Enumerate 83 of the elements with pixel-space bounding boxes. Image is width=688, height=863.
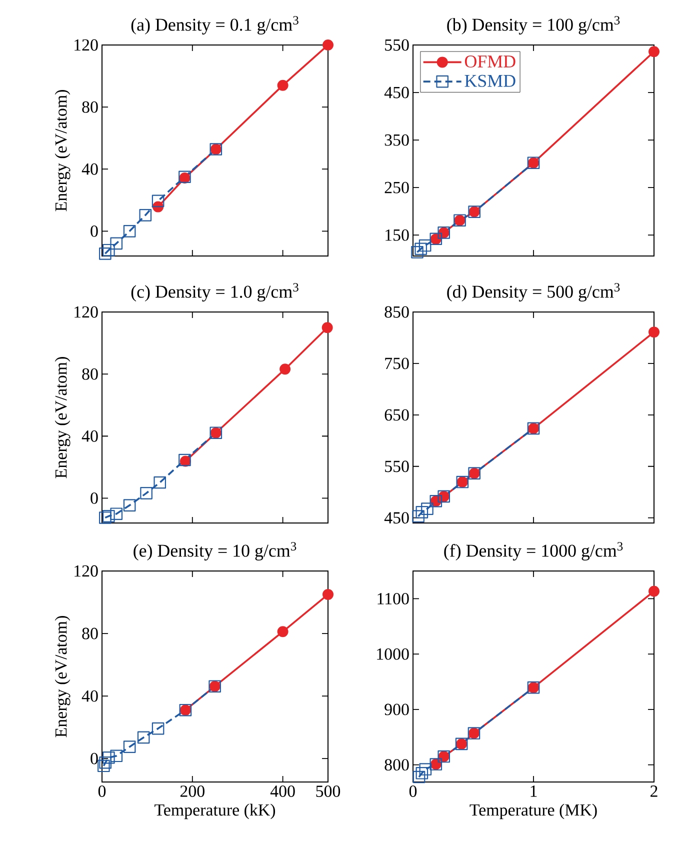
- y-tick-label: 40: [82, 690, 98, 702]
- y-tick-label: 550: [385, 39, 409, 51]
- point: [152, 722, 164, 735]
- y-tick-label: 250: [384, 182, 409, 194]
- y-axis-title: Energy (eV/atom): [54, 90, 70, 212]
- y-tick-label: 80: [82, 101, 98, 113]
- chart-title: (a) Density = 0.1 g/cm$^{3}$: [131, 16, 298, 34]
- point: [123, 499, 136, 512]
- y-tick-label: 0: [90, 492, 98, 504]
- point: [419, 763, 432, 776]
- y-tick-label: 0: [90, 225, 98, 237]
- point: [421, 502, 434, 515]
- point: [322, 588, 334, 600]
- y-tick-label: 150: [386, 229, 409, 241]
- point: [322, 39, 334, 50]
- point: [416, 766, 428, 780]
- point: [154, 476, 166, 489]
- y-axis-title: Energy (eV/atom): [54, 357, 70, 478]
- point: [322, 322, 333, 334]
- y-tick-label: 650: [384, 409, 409, 421]
- x-tick-label: 1: [530, 786, 537, 797]
- point: [418, 239, 432, 252]
- y-tick-label: 120: [74, 565, 98, 577]
- y-tick-label: 350: [384, 134, 409, 146]
- y-tick-label: 850: [384, 306, 409, 318]
- legend-label: OFMD: [464, 56, 516, 68]
- point: [152, 194, 164, 208]
- y-tick-label: 450: [384, 86, 409, 98]
- point: [102, 244, 115, 256]
- point: [414, 242, 427, 256]
- y-tick-label: 750: [385, 358, 409, 370]
- y-tick-label: 550: [385, 460, 409, 472]
- point: [98, 760, 110, 772]
- y-tick-label: 1100: [378, 592, 409, 604]
- point: [277, 626, 288, 638]
- point: [648, 326, 660, 338]
- y-tick-label: 40: [82, 163, 98, 175]
- chart-title: (d) Density = 500 g/cm$^{3}$: [447, 283, 620, 302]
- point: [416, 506, 428, 518]
- point: [648, 586, 660, 597]
- y-tick-label: 120: [74, 306, 98, 318]
- point: [99, 248, 112, 260]
- point: [137, 731, 150, 744]
- y-tick-label: 1000: [377, 648, 409, 660]
- x-tick-label: 400: [270, 786, 295, 797]
- chart-title: (c) Density = 1.0 g/cm$^{3}$: [131, 283, 298, 302]
- point: [411, 246, 424, 258]
- legend-label: KSMD: [464, 74, 516, 87]
- x-tick-label: 200: [180, 786, 204, 797]
- point: [123, 740, 136, 753]
- point: [102, 510, 115, 522]
- point: [110, 750, 123, 762]
- chart-title: (f) Density = 1000 g/cm$^{3}$: [444, 542, 623, 561]
- point: [280, 364, 291, 375]
- x-tick-label: 500: [316, 786, 340, 797]
- y-axis-title: Energy (eV/atom): [54, 616, 70, 738]
- y-tick-label: 0: [90, 752, 98, 764]
- y-tick-label: 450: [384, 512, 409, 524]
- point: [277, 80, 288, 91]
- chart-title: (e) Density = 10 g/cm$^{3}$: [134, 542, 296, 561]
- y-tick-label: 80: [82, 368, 98, 380]
- chart-title: (b) Density = 100 g/cm$^{3}$: [447, 16, 620, 34]
- point: [110, 237, 123, 250]
- point: [412, 770, 426, 784]
- point: [123, 225, 136, 238]
- x-tick-label: 0: [98, 786, 106, 797]
- x-tick-label: 0: [409, 786, 417, 797]
- point: [412, 510, 424, 522]
- point: [99, 756, 112, 769]
- y-tick-label: 40: [82, 430, 98, 442]
- point: [99, 512, 112, 524]
- y-tick-label: 800: [384, 759, 409, 771]
- point: [139, 209, 152, 222]
- x-axis-title: Temperature (MK): [470, 804, 597, 820]
- x-tick-label: 2: [650, 786, 658, 797]
- x-axis-title: Temperature (kK): [154, 804, 276, 820]
- y-tick-label: 120: [74, 39, 98, 51]
- y-tick-label: 80: [82, 628, 98, 640]
- point: [140, 487, 152, 500]
- point: [648, 46, 660, 58]
- point: [110, 508, 123, 520]
- y-tick-label: 900: [384, 704, 409, 716]
- point: [102, 751, 115, 764]
